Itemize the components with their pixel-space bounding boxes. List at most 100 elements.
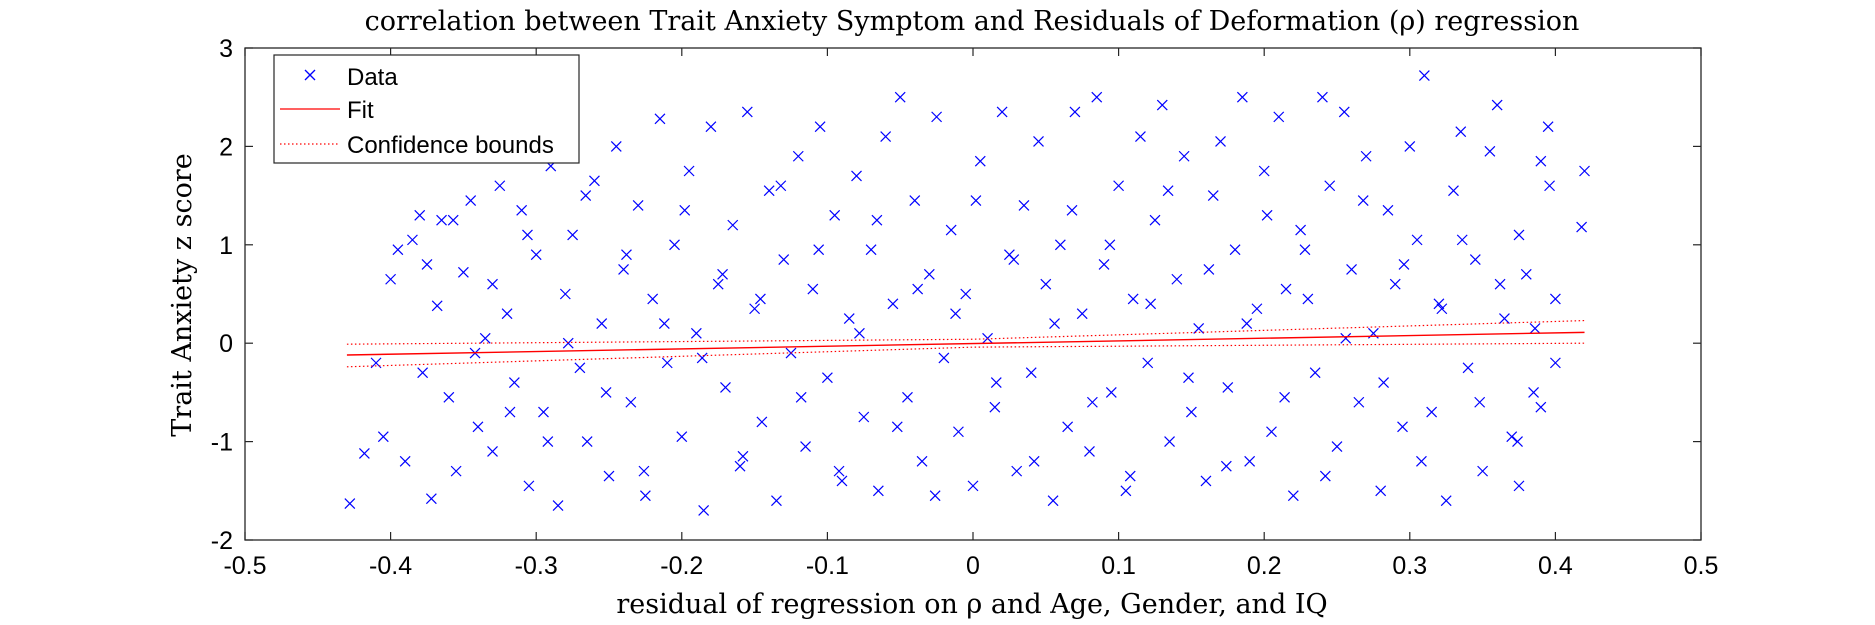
data-point <box>1544 180 1556 192</box>
data-point <box>1448 185 1459 197</box>
data-point <box>1549 357 1561 369</box>
data-point <box>450 465 462 477</box>
data-point <box>1491 99 1503 111</box>
data-point <box>669 239 680 251</box>
x-tick-label: 0.3 <box>1392 552 1427 580</box>
data-point <box>1220 460 1232 472</box>
data-point <box>1025 367 1037 379</box>
data-point <box>1340 332 1352 344</box>
data-point <box>698 505 710 516</box>
data-point <box>1040 278 1052 290</box>
data-point <box>658 318 670 329</box>
data-point <box>829 209 841 221</box>
data-point <box>676 431 688 443</box>
data-point <box>1484 145 1496 157</box>
data-point <box>970 195 982 206</box>
data-point <box>1215 136 1226 147</box>
data-point <box>647 293 659 305</box>
data-point <box>872 485 884 497</box>
data-point <box>683 165 695 177</box>
data-point <box>814 121 826 133</box>
data-point <box>1436 303 1448 315</box>
data-point <box>1433 298 1445 310</box>
data-point <box>1389 278 1401 290</box>
data-point <box>945 224 957 236</box>
data-point <box>385 273 397 285</box>
data-point <box>795 391 807 403</box>
data-point <box>542 436 554 448</box>
data-point <box>1033 136 1044 147</box>
data-point <box>1241 318 1253 329</box>
data-point <box>679 204 691 216</box>
data-point <box>1164 436 1175 448</box>
legend-label-bounds: Confidence bounds <box>347 132 554 159</box>
data-point <box>865 244 877 256</box>
data-point <box>501 308 513 320</box>
data-point <box>581 436 593 448</box>
x-axis-label: residual of regression on ρ and Age, Gen… <box>616 589 1327 620</box>
data-point <box>1542 121 1554 133</box>
data-point <box>1535 155 1547 167</box>
data-point <box>574 362 586 374</box>
x-tick-label: 0 <box>966 552 980 580</box>
data-point <box>1346 263 1357 275</box>
data-point <box>1098 259 1110 270</box>
data-point <box>974 155 986 167</box>
data-point <box>1360 150 1372 162</box>
data-point <box>902 391 913 403</box>
y-tick-label: -1 <box>211 429 233 457</box>
data-point <box>639 490 651 502</box>
data-point <box>858 411 870 423</box>
data-point <box>1353 396 1365 408</box>
data-point <box>399 455 411 467</box>
data-point <box>754 293 766 305</box>
data-point <box>1397 421 1408 433</box>
data-point <box>516 204 528 216</box>
data-point <box>1375 485 1387 497</box>
data-point <box>778 254 790 265</box>
data-point <box>1183 372 1194 384</box>
data-point <box>1261 209 1273 221</box>
data-point <box>1086 396 1098 408</box>
data-point <box>1280 283 1292 295</box>
data-point <box>1469 254 1481 265</box>
data-point <box>425 493 437 505</box>
data-point <box>1156 99 1168 111</box>
chart-title: correlation between Trait Anxiety Sympto… <box>365 6 1580 37</box>
data-point <box>443 391 455 403</box>
data-point <box>1127 293 1139 305</box>
data-point <box>1049 318 1060 329</box>
data-point <box>756 416 768 428</box>
data-point <box>567 229 579 241</box>
data-point <box>1513 480 1525 492</box>
data-point <box>580 190 592 202</box>
data-point <box>1018 200 1030 211</box>
data-point <box>436 214 447 226</box>
data-point <box>504 406 516 418</box>
data-point <box>1462 362 1474 374</box>
data-point <box>916 455 928 467</box>
data-point <box>1440 495 1452 507</box>
legend-marker-data <box>304 69 316 81</box>
data-point <box>990 377 1002 388</box>
data-point <box>1185 406 1197 418</box>
x-tick-label: 0.1 <box>1101 552 1136 580</box>
data-point <box>1576 221 1588 233</box>
data-point <box>479 332 491 344</box>
x-tick-label: -0.2 <box>660 552 703 580</box>
data-point <box>1299 244 1311 256</box>
data-point <box>487 446 498 457</box>
data-point <box>843 313 855 325</box>
data-point <box>1222 382 1234 393</box>
data-point <box>1135 131 1146 142</box>
confidence-bound-lower <box>346 342 1585 368</box>
fit-line-group <box>346 331 1585 356</box>
data-point <box>494 180 506 192</box>
data-point <box>638 465 650 477</box>
data-point <box>1416 455 1427 467</box>
x-tick-label: -0.5 <box>223 552 266 580</box>
data-point <box>417 367 429 379</box>
data-point <box>1549 293 1561 305</box>
data-point <box>1426 406 1438 418</box>
data-point <box>813 244 825 256</box>
